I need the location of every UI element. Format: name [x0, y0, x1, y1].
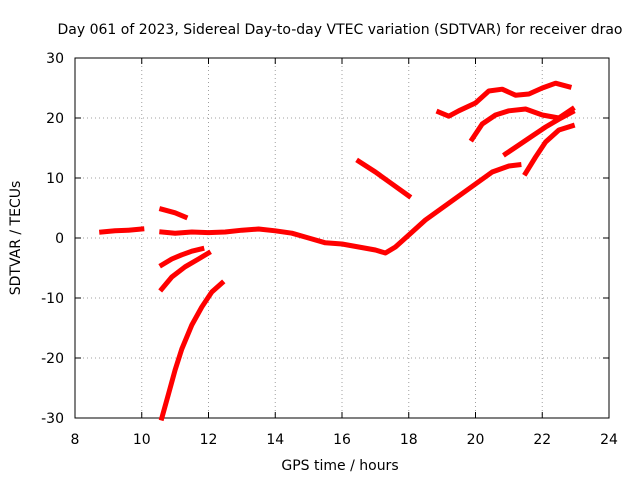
data-traces	[98, 80, 576, 422]
trace-upper-4	[522, 122, 576, 177]
trace-upper-2	[468, 105, 576, 143]
y-tick-label: -10	[41, 291, 64, 307]
y-tick-label: 10	[46, 171, 64, 187]
x-tick-label: 24	[600, 432, 618, 448]
trace-short-3	[158, 206, 189, 221]
y-tick-label: 20	[46, 111, 64, 127]
trace-upper-1	[435, 80, 573, 119]
trace-main	[159, 162, 522, 256]
y-tick-label: 30	[46, 51, 64, 67]
y-axis-label: SDTVAR / TECUs	[8, 181, 24, 296]
trace-short-2	[158, 249, 212, 293]
trace-short-1	[158, 245, 205, 269]
x-axis-label: GPS time / hours	[281, 458, 398, 474]
tick-labels: 8 10 12 14 16 18 20 22 24 -30 -20 -10 0 10 20 30	[41, 51, 618, 448]
y-tick-label: -20	[41, 351, 64, 367]
x-tick-label: 18	[400, 432, 418, 448]
x-tick-label: 12	[200, 432, 218, 448]
x-tick-label: 16	[333, 432, 351, 448]
trace-early-short	[98, 226, 145, 235]
x-tick-label: 8	[71, 432, 80, 448]
trace-descending	[355, 157, 413, 200]
trace-upper-3	[502, 108, 576, 158]
chart-title: Day 061 of 2023, Sidereal Day-to-day VTE…	[57, 22, 622, 38]
y-tick-label: -30	[41, 411, 64, 427]
x-tick-label: 22	[533, 432, 551, 448]
trace-steep-rise	[158, 279, 226, 422]
x-tick-label: 20	[467, 432, 485, 448]
y-tick-label: 0	[55, 231, 64, 247]
axis-ticks	[74, 57, 610, 419]
x-tick-label: 14	[266, 432, 284, 448]
x-tick-label: 10	[133, 432, 151, 448]
